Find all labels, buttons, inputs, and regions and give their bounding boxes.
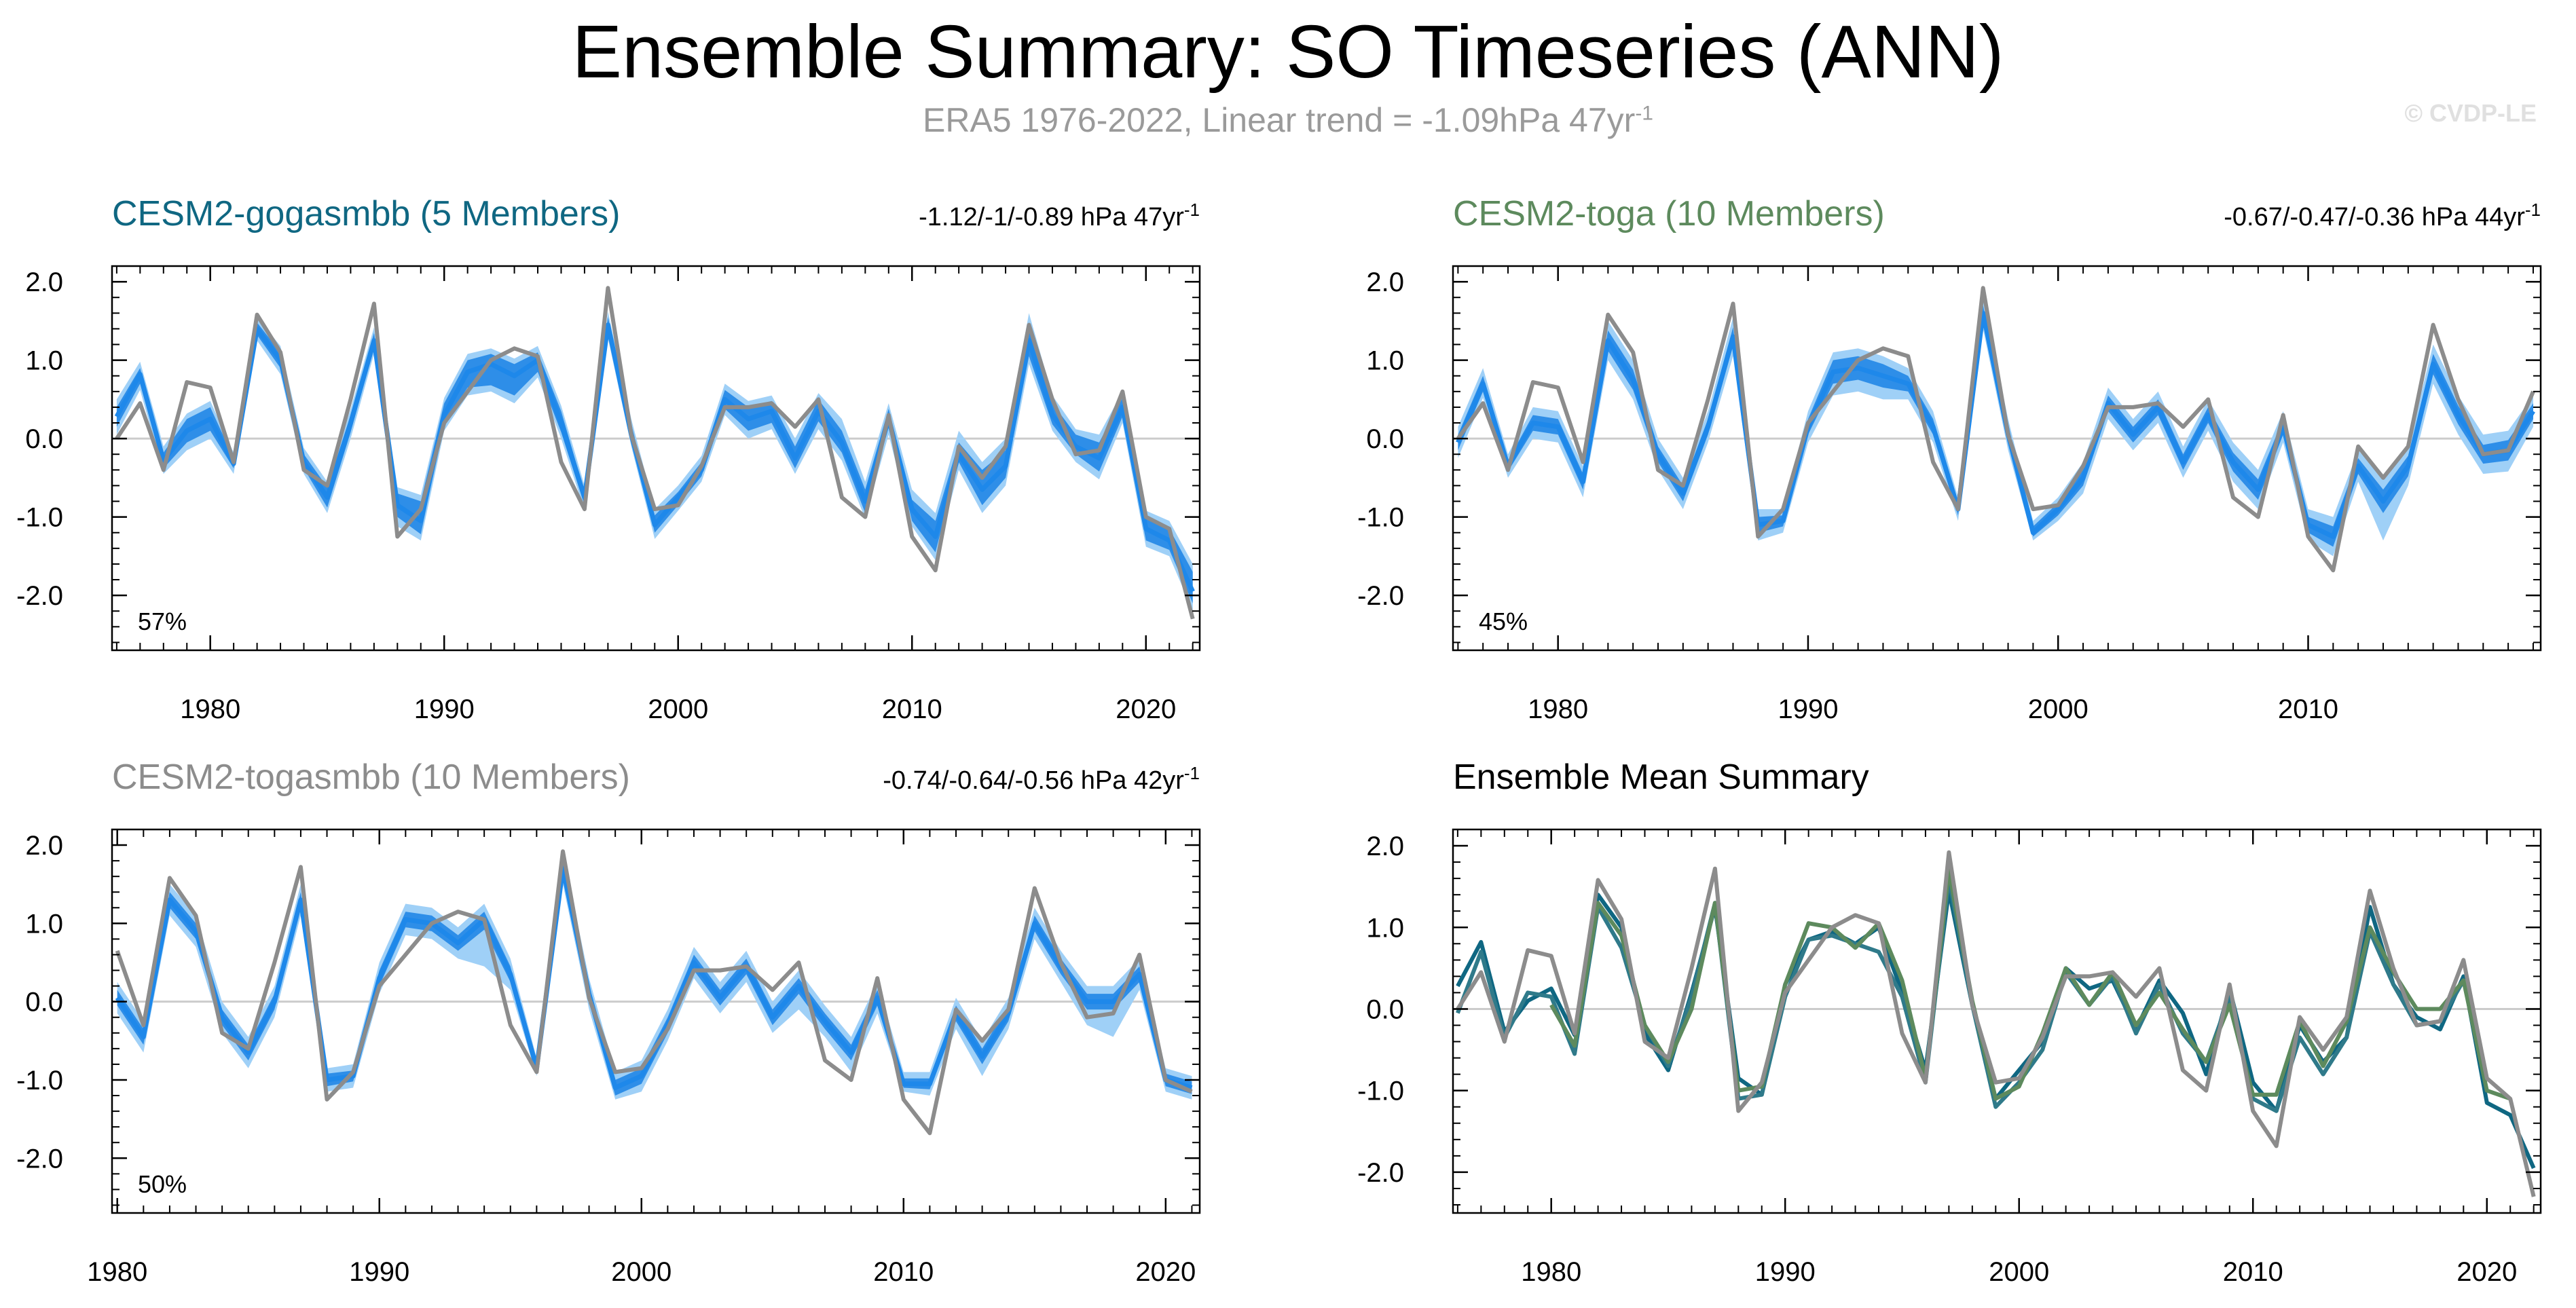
era5-line — [115, 286, 1195, 620]
percent-label: 50% — [138, 1170, 187, 1198]
x-tick-label: 2010 — [882, 694, 942, 724]
y-tick-label: -1.0 — [16, 503, 63, 533]
x-tick-label: 2000 — [1989, 1257, 2049, 1287]
x-tick-label: 1980 — [180, 694, 240, 724]
percent-label: 45% — [1479, 608, 1528, 635]
y-tick-label: -1.0 — [1357, 503, 1404, 533]
ensemble-mean-line — [1456, 310, 2535, 539]
x-tick-label: 2000 — [2028, 694, 2089, 724]
outer-range-band — [117, 853, 1192, 1100]
y-tick-label: -1.0 — [1357, 1077, 1404, 1106]
y-tick-label: 1.0 — [1366, 346, 1404, 376]
y-tick-label: 1.0 — [25, 909, 63, 939]
x-tick-label: 1990 — [349, 1257, 409, 1287]
x-tick-label: 2010 — [873, 1257, 934, 1287]
y-tick-label: 1.0 — [1366, 913, 1404, 943]
y-tick-label: -2.0 — [1357, 581, 1404, 611]
plot-frame — [1452, 828, 2542, 1214]
plot-frame — [111, 265, 1201, 652]
x-tick-label: 2020 — [2457, 1257, 2517, 1287]
x-tick-label: 2000 — [611, 1257, 671, 1287]
x-tick-label: 2010 — [2223, 1257, 2283, 1287]
x-tick-label: 1980 — [87, 1257, 147, 1287]
trend-superscript: -1 — [1184, 200, 1200, 220]
chart-panel-4: Ensemble Mean Summary 2.0 1.0 0.0 -1.0 -2.0 19… — [1357, 758, 2542, 1287]
trend-label: -0.74/-0.64/-0.56 hPa 42yr-1 — [883, 763, 1200, 795]
percent-label: 57% — [138, 608, 187, 635]
y-tick-label: 2.0 — [25, 831, 63, 861]
panel-title: Ensemble Mean Summary — [1453, 758, 1869, 797]
x-tick-label: 1990 — [414, 694, 475, 724]
x-tick-label: 1990 — [1778, 694, 1838, 724]
copyright-watermark: © CVDP-LE — [2404, 99, 2537, 127]
y-tick-label: 2.0 — [25, 267, 63, 297]
y-tick-label: 0.0 — [1366, 424, 1404, 454]
trend-label: -1.12/-1/-0.89 hPa 47yr-1 — [919, 200, 1200, 231]
plot-frame — [1452, 265, 2542, 652]
era5-line — [115, 849, 1193, 1136]
x-tick-label: 1980 — [1528, 694, 1588, 724]
y-tick-label: -2.0 — [16, 581, 63, 611]
subtitle: ERA5 1976-2022, Linear trend = -1.09hPa … — [0, 100, 2576, 140]
x-tick-label: 2020 — [1135, 1257, 1196, 1287]
y-tick-label: 0.0 — [25, 424, 63, 454]
trend-superscript: -1 — [2525, 200, 2541, 220]
x-tick-label: 2010 — [2278, 694, 2338, 724]
trend-value: -0.67/-0.47/-0.36 hPa 44yr — [2224, 203, 2525, 231]
y-tick-label: 2.0 — [1366, 831, 1404, 861]
y-tick-label: -2.0 — [16, 1144, 63, 1174]
trend-value: -0.74/-0.64/-0.56 hPa 42yr — [883, 766, 1184, 795]
x-tick-label: 1990 — [1755, 1257, 1816, 1287]
plot-frame — [111, 828, 1201, 1214]
y-tick-label: -2.0 — [1357, 1158, 1404, 1188]
panel-title: CESM2-togasmbb (10 Members) — [112, 758, 630, 797]
x-tick-label: 2000 — [648, 694, 708, 724]
panel-title: CESM2-gogasmbb (5 Members) — [112, 194, 620, 233]
x-tick-label: 2020 — [1116, 694, 1176, 724]
summary-line-era5 — [1456, 850, 2536, 1197]
chart-panel-3: CESM2-togasmbb (10 Members) -0.74/-0.64/-… — [16, 758, 1201, 1287]
trend-value: -1.12/-1/-0.89 hPa 47yr — [919, 203, 1184, 231]
chart-panel-2: CESM2-toga (10 Members) -0.67/-0.47/-0.36… — [1357, 194, 2542, 724]
subtitle-text: ERA5 1976-2022, Linear trend = -1.09hPa … — [922, 101, 1636, 139]
y-tick-label: 0.0 — [1366, 994, 1404, 1024]
y-tick-label: -1.0 — [16, 1066, 63, 1096]
main-title: Ensemble Summary: SO Timeseries (ANN) — [572, 10, 2004, 94]
summary-line-cesm2-toga — [1456, 876, 2465, 1113]
y-tick-label: 1.0 — [25, 346, 63, 376]
inner-range-band — [116, 317, 1193, 603]
panel-title: CESM2-toga (10 Members) — [1453, 194, 1885, 233]
y-tick-label: 0.0 — [25, 988, 63, 1017]
y-tick-label: 2.0 — [1366, 267, 1404, 297]
trend-label: -0.67/-0.47/-0.36 hPa 44yr-1 — [2224, 200, 2541, 231]
trend-superscript: -1 — [1184, 763, 1200, 783]
subtitle-superscript: -1 — [1635, 102, 1653, 125]
outer-range-band — [1458, 297, 2533, 557]
x-tick-label: 1980 — [1521, 1257, 1581, 1287]
chart-panel-1: CESM2-gogasmbb (5 Members) -1.12/-1/-0.89… — [16, 194, 1201, 724]
era5-line — [1456, 286, 2535, 573]
